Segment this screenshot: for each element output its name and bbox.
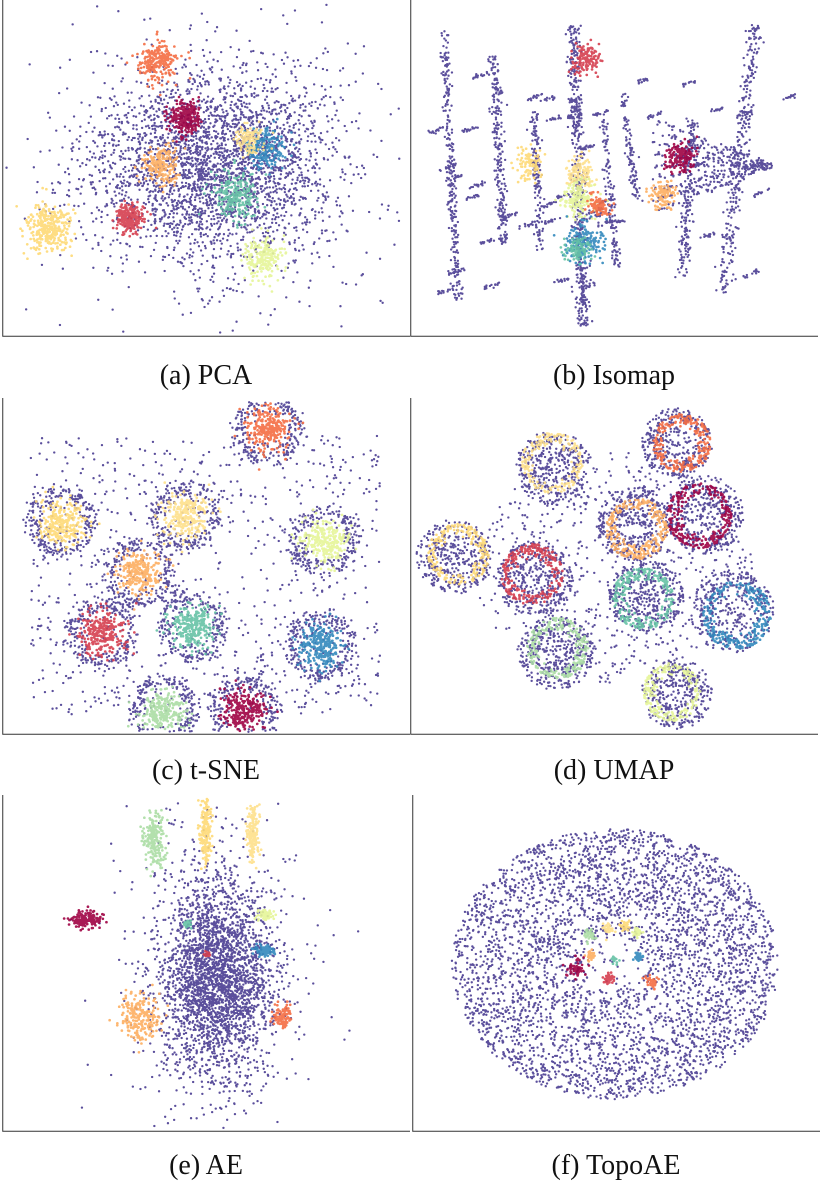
axis-spines xyxy=(412,795,820,1132)
scatter-umap xyxy=(410,398,818,735)
cluster-3-points xyxy=(133,139,187,194)
cluster-0-points xyxy=(163,95,203,143)
cluster-6-points xyxy=(250,942,277,959)
cluster-8-points xyxy=(232,120,275,159)
caption-umap: (d) UMAP xyxy=(553,755,675,786)
caption-topoae: (f) TopoAE xyxy=(551,1150,681,1181)
cluster-7-points xyxy=(702,581,772,650)
cluster-2-points xyxy=(32,485,101,552)
cluster-3-points xyxy=(62,905,108,932)
cluster-3-points xyxy=(554,176,610,222)
cluster-6-points xyxy=(611,567,675,630)
cluster-0-points xyxy=(652,413,712,473)
panel-ae xyxy=(2,795,410,1132)
cluster-6-points xyxy=(631,951,645,963)
cluster-7-points xyxy=(291,612,350,683)
cluster-1-points xyxy=(196,797,214,870)
axis-spines xyxy=(410,398,818,735)
cluster-3-points xyxy=(605,498,669,560)
cluster-7-points xyxy=(645,179,680,212)
axis-spines xyxy=(2,0,410,337)
cluster-2-points xyxy=(666,482,733,550)
cluster-3-points xyxy=(631,926,645,940)
cluster-2-points xyxy=(618,919,631,933)
cluster-4-points xyxy=(583,948,596,963)
cluster-8-points xyxy=(126,685,194,731)
cluster-2-points xyxy=(564,149,598,195)
cluster-4-points xyxy=(182,919,193,930)
caption-isomap: (b) Isomap xyxy=(552,360,676,391)
cluster-8-points xyxy=(662,135,699,176)
cluster-8-points xyxy=(526,616,590,680)
background-points xyxy=(5,3,401,334)
cluster-7-points xyxy=(561,954,591,981)
cluster-0-points xyxy=(233,402,305,471)
scatter-pca xyxy=(2,0,410,337)
cluster-9-points xyxy=(642,662,702,722)
cluster-4-points xyxy=(15,186,77,260)
cluster-0-points xyxy=(583,928,598,946)
cluster-3-points xyxy=(290,508,358,572)
cluster-9-points xyxy=(269,1000,293,1030)
panel-tsne xyxy=(2,398,410,735)
cluster-2-points xyxy=(125,30,192,97)
caption-tsne: (c) t-SNE xyxy=(151,755,261,786)
cluster-5-points xyxy=(240,227,288,293)
cluster-4-points xyxy=(427,522,490,586)
cluster-5-points xyxy=(68,602,138,662)
axis-spines xyxy=(2,795,410,1132)
panel-isomap xyxy=(410,0,818,337)
background-points xyxy=(69,802,360,1130)
caption-pca: (a) PCA xyxy=(159,360,253,391)
background-points xyxy=(427,23,797,327)
scatter-ae xyxy=(2,795,410,1132)
cluster-1-points xyxy=(510,143,547,185)
scatter-topoae xyxy=(412,795,820,1132)
scatter-tsne xyxy=(2,398,410,735)
cluster-0-points xyxy=(139,808,169,878)
cluster-2-points xyxy=(244,803,263,870)
cluster-1-points xyxy=(111,199,158,238)
cluster-6-points xyxy=(197,158,268,229)
panel-umap xyxy=(410,398,818,735)
panel-topoae xyxy=(412,795,820,1132)
cluster-5-points xyxy=(610,955,621,966)
panel-pca xyxy=(2,0,410,337)
cluster-4-points xyxy=(106,539,175,611)
cluster-9-points xyxy=(641,973,660,991)
cluster-1-points xyxy=(153,481,222,554)
cluster-5-points xyxy=(253,908,278,922)
cluster-6-points xyxy=(155,599,223,657)
cluster-5-points xyxy=(500,542,564,605)
cluster-8-points xyxy=(108,983,170,1054)
cluster-0-points xyxy=(567,38,604,78)
cluster-1-points xyxy=(521,432,584,494)
axis-spines xyxy=(2,398,410,735)
background-points xyxy=(22,401,382,733)
cluster-8-points xyxy=(601,971,616,986)
cluster-6-points xyxy=(559,236,597,266)
background-points xyxy=(450,828,779,1101)
cluster-9-points xyxy=(217,679,279,733)
caption-ae: (e) AE xyxy=(169,1150,243,1181)
cluster-7-points xyxy=(202,949,212,958)
cluster-1-points xyxy=(601,922,617,942)
background-points xyxy=(415,407,775,730)
cluster-4-points xyxy=(583,190,616,217)
axis-spines xyxy=(410,0,818,337)
scatter-isomap xyxy=(410,0,818,337)
